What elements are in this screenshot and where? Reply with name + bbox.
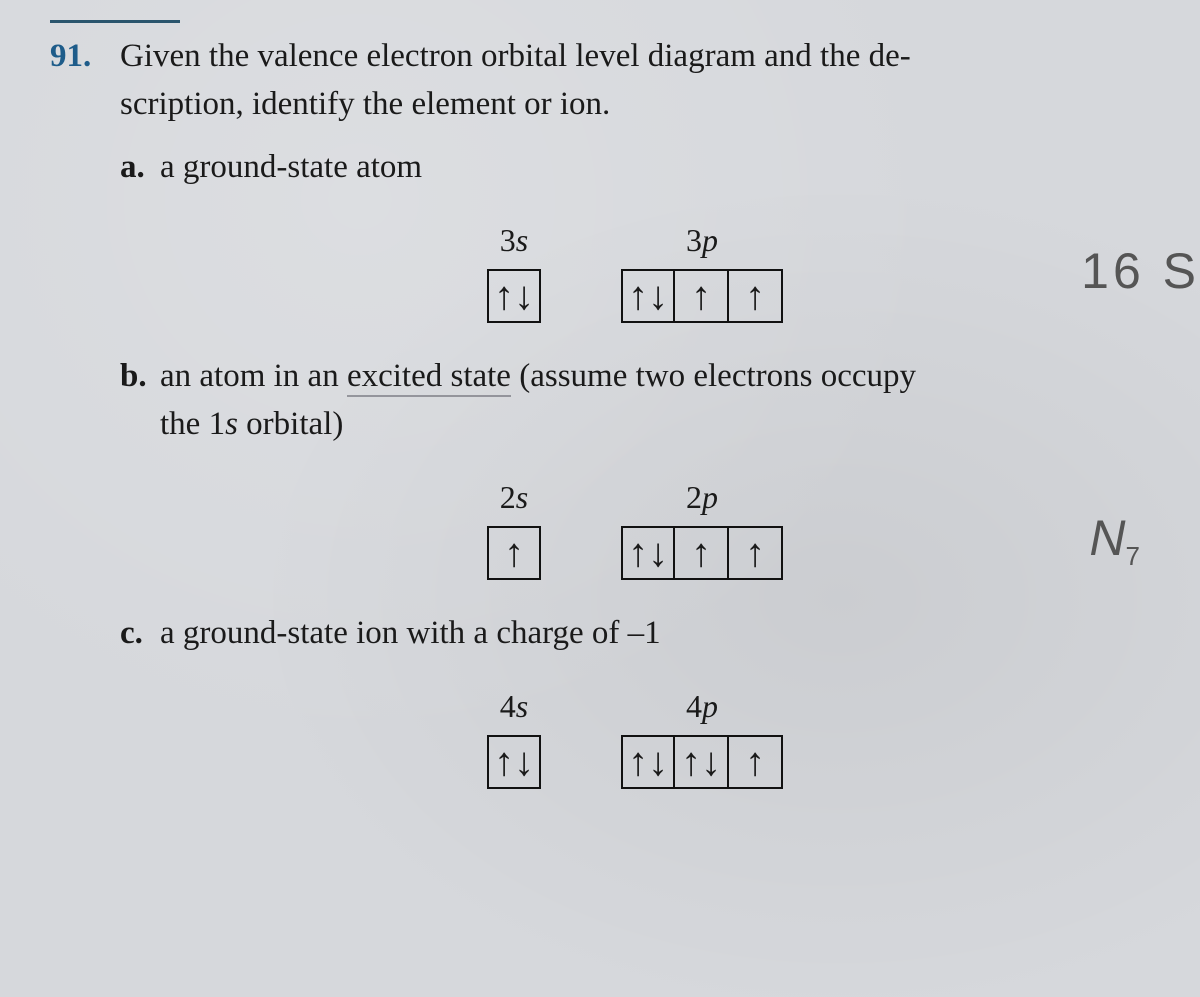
divider-top (50, 20, 180, 23)
orbital-boxes: ↑ (487, 526, 541, 580)
handwritten-answer-b: N7 (1089, 502, 1140, 576)
orbital-box: ↑↓ (621, 526, 675, 580)
orbital-box: ↑ (675, 526, 729, 580)
subpart-body: a ground-state ion with a charge of –1 (160, 610, 1150, 658)
orbital-diagram-a: 3s ↑↓ 3p ↑↓ ↑ ↑ 16 S (120, 217, 1150, 323)
orbital-3p: 3p ↑↓ ↑ ↑ (621, 217, 783, 323)
orbital-box: ↑↓ (675, 735, 729, 789)
subpart-a: a. a ground-state atom (120, 144, 1150, 192)
orbital-4p: 4p ↑↓ ↑↓ ↑ (621, 683, 783, 789)
orbital-box: ↑ (675, 269, 729, 323)
subpart-text: a ground-state ion with a charge of –1 (160, 610, 1150, 658)
orbital-2s: 2s ↑ (487, 474, 541, 580)
orbital-box: ↑↓ (621, 269, 675, 323)
subpart-letter: c. (120, 610, 160, 658)
orbital-diagram-b: 2s ↑ 2p ↑↓ ↑ ↑ N7 (120, 474, 1150, 580)
problem-body: Given the valence electron orbital level… (120, 33, 1150, 819)
orbital-label: 3p (686, 217, 718, 263)
orbital-2p: 2p ↑↓ ↑ ↑ (621, 474, 783, 580)
subpart-text-after: (assume two electrons occupy (511, 358, 916, 394)
problem-91: 91. Given the valence electron orbital l… (50, 33, 1150, 819)
prompt-line-1: Given the valence electron orbital level… (120, 33, 1150, 81)
orbital-box: ↑↓ (621, 735, 675, 789)
orbital-boxes: ↑↓ ↑ ↑ (621, 526, 783, 580)
subpart-letter: a. (120, 144, 160, 192)
subpart-text-before: an atom in an (160, 358, 347, 394)
orbital-diagram-c: 4s ↑↓ 4p ↑↓ ↑↓ ↑ (120, 683, 1150, 789)
orbital-box: ↑ (729, 269, 783, 323)
orbital-boxes: ↑↓ ↑↓ ↑ (621, 735, 783, 789)
orbital-label: 2s (500, 474, 528, 520)
subpart-text-line2: the 1s orbital) (160, 401, 1150, 449)
orbital-box: ↑↓ (487, 735, 541, 789)
orbital-label: 4s (500, 683, 528, 729)
orbital-box: ↑↓ (487, 269, 541, 323)
subpart-text-underlined: excited state (347, 358, 511, 397)
orbital-box: ↑ (729, 735, 783, 789)
subpart-c: c. a ground-state ion with a charge of –… (120, 610, 1150, 658)
orbital-4s: 4s ↑↓ (487, 683, 541, 789)
orbital-label: 2p (686, 474, 718, 520)
handwritten-answer-a: 16 S (1081, 235, 1200, 308)
orbital-3s: 3s ↑↓ (487, 217, 541, 323)
orbital-label: 4p (686, 683, 718, 729)
orbital-box: ↑ (487, 526, 541, 580)
orbital-boxes: ↑↓ (487, 269, 541, 323)
orbital-boxes: ↑↓ (487, 735, 541, 789)
subpart-letter: b. (120, 353, 160, 449)
orbital-label: 3s (500, 217, 528, 263)
prompt-line-2: scription, identify the element or ion. (120, 81, 1150, 129)
subpart-text: a ground-state atom (160, 144, 1150, 192)
problem-number: 91. (50, 33, 120, 819)
subpart-body: an atom in an excited state (assume two … (160, 353, 1150, 449)
orbital-boxes: ↑↓ ↑ ↑ (621, 269, 783, 323)
orbital-box: ↑ (729, 526, 783, 580)
subpart-b: b. an atom in an excited state (assume t… (120, 353, 1150, 449)
subpart-body: a ground-state atom (160, 144, 1150, 192)
